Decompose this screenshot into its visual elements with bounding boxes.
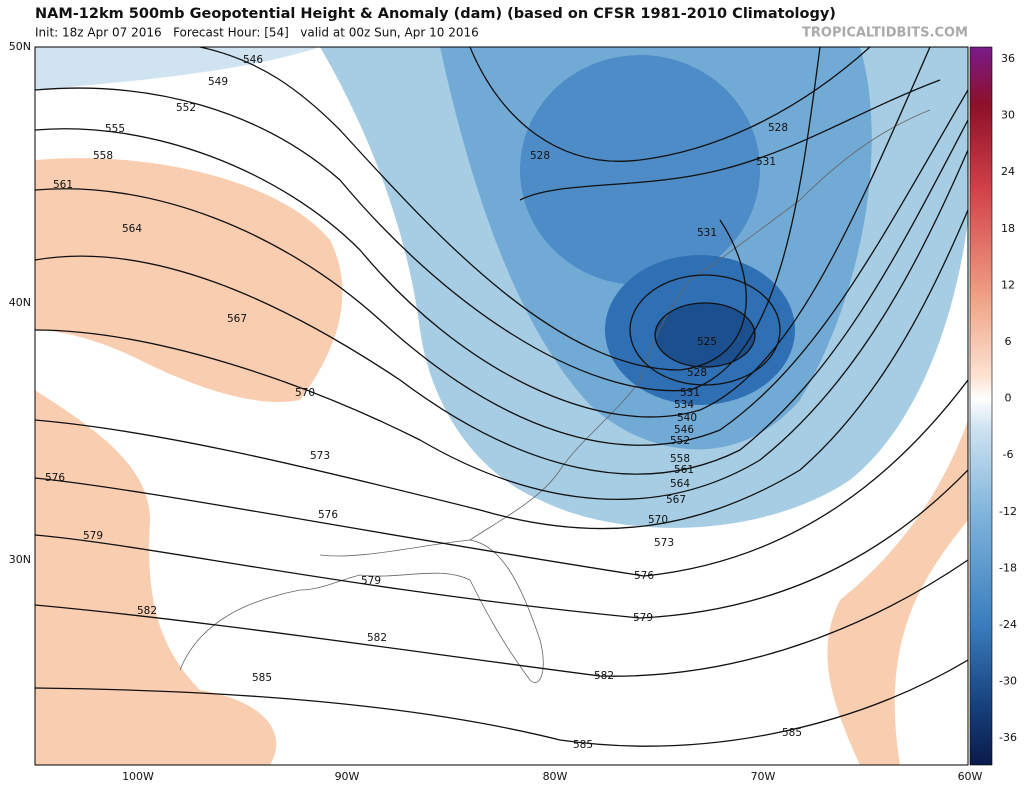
contour-label: 570 xyxy=(648,514,668,526)
contour-label: 531 xyxy=(697,227,717,239)
contour-label: 582 xyxy=(367,632,387,644)
colorbar-tick-label: 24 xyxy=(1001,165,1015,178)
lon-label: 100W xyxy=(122,770,154,783)
contour-label: 561 xyxy=(53,179,73,191)
contour-label: 570 xyxy=(295,387,315,399)
subtitle: Init: 18z Apr 07 2016 Forecast Hour: [54… xyxy=(35,26,479,40)
contour-label: 579 xyxy=(83,530,103,542)
contour-label: 528 xyxy=(768,122,788,134)
contour-label: 555 xyxy=(105,123,125,135)
lon-label: 80W xyxy=(543,770,568,783)
contour-label: 546 xyxy=(243,54,263,66)
contour-label: 564 xyxy=(670,478,690,490)
axis-labels: 50N 40N 30N 100W 90W 80W 70W 60W 36 30 24 18 12 6 0 -6 -… xyxy=(9,40,1017,783)
lon-label: 90W xyxy=(335,770,360,783)
contour-label: 525 xyxy=(697,336,717,348)
contour-labels: 5465495525555585615645675705735765795825… xyxy=(45,54,802,751)
contour-label: 573 xyxy=(310,450,330,462)
contour-label: 558 xyxy=(670,453,690,465)
colorbar-tick-label: 30 xyxy=(1001,109,1015,122)
contour-label: 579 xyxy=(633,612,653,624)
contour-label: 552 xyxy=(670,435,690,447)
colorbar xyxy=(969,46,993,766)
contour-label: 531 xyxy=(756,156,776,168)
contour-label: 582 xyxy=(137,605,157,617)
contour-label: 576 xyxy=(634,570,654,582)
map-frame xyxy=(34,46,969,766)
lat-label: 30N xyxy=(9,553,31,566)
contour-label: 567 xyxy=(227,313,247,325)
contour-label: 576 xyxy=(318,509,338,521)
contour-label: 534 xyxy=(674,399,694,411)
title: NAM-12km 500mb Geopotential Height & Ano… xyxy=(35,6,836,22)
colorbar-tick-label: 6 xyxy=(1005,335,1012,348)
lat-label: 40N xyxy=(9,296,31,309)
lat-label: 50N xyxy=(9,40,31,53)
contour-label: 585 xyxy=(573,739,593,751)
contour-label: 558 xyxy=(93,150,113,162)
contour-label: 576 xyxy=(45,472,65,484)
contour-label: 573 xyxy=(654,537,674,549)
lon-label: 70W xyxy=(751,770,776,783)
source: TROPICALTIDBITS.COM xyxy=(802,26,968,41)
contour-label: 546 xyxy=(674,424,694,436)
contour-label: 585 xyxy=(252,672,272,684)
colorbar-tick-label: 0 xyxy=(1005,392,1012,405)
contour-label: 567 xyxy=(666,494,686,506)
colorbar-tick-label: 18 xyxy=(1001,222,1015,235)
colorbar-tick-label: -30 xyxy=(999,675,1017,688)
contour-label: 549 xyxy=(208,76,228,88)
contour-label: 564 xyxy=(122,223,142,235)
contour-label: 585 xyxy=(782,727,802,739)
colorbar-tick-label: -18 xyxy=(999,561,1017,574)
colorbar-tick-label: 36 xyxy=(1001,52,1015,65)
colorbar-tick-label: 12 xyxy=(1001,278,1015,291)
contour-label: 582 xyxy=(594,670,614,682)
map-area xyxy=(35,47,968,765)
colorbar-tick-label: -24 xyxy=(999,618,1017,631)
colorbar-tick-label: -36 xyxy=(999,731,1017,744)
lon-label: 60W xyxy=(958,770,983,783)
contour-label: 540 xyxy=(677,412,697,424)
contour-label: 528 xyxy=(530,150,550,162)
contour-label: 579 xyxy=(361,575,381,587)
contour-label: 552 xyxy=(176,102,196,114)
colorbar-tick-label: -6 xyxy=(1003,448,1014,461)
colorbar-tick-label: -12 xyxy=(999,505,1017,518)
contour-label: 561 xyxy=(674,464,694,476)
contour-label: 528 xyxy=(687,367,707,379)
contour-label: 531 xyxy=(680,387,700,399)
